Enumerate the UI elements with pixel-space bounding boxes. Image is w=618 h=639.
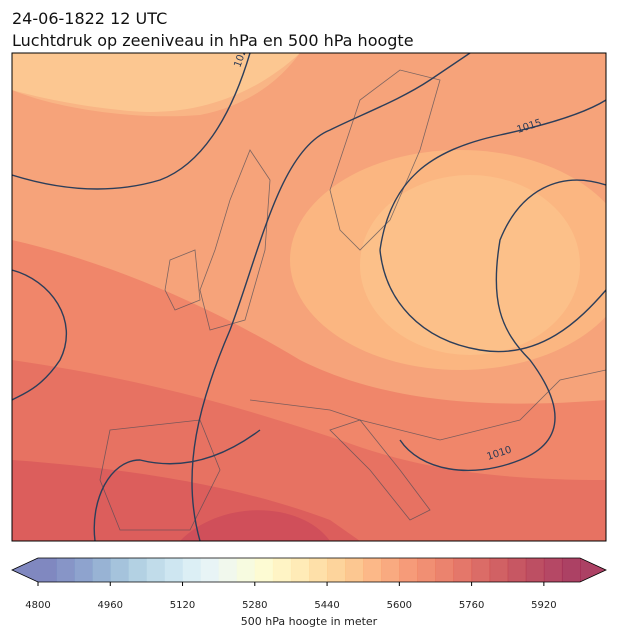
colorbar-tick-label: 5600 <box>387 600 412 611</box>
colorbar-band <box>146 558 165 582</box>
colorbar-tick-label: 4800 <box>25 600 50 611</box>
colorbar-extend-high <box>580 558 606 582</box>
colorbar-band <box>38 558 57 582</box>
colorbar-band <box>525 558 545 582</box>
colorbar-tick-label: 4960 <box>98 600 123 611</box>
colorbar-label: 500 hPa hoogte in meter <box>241 615 378 628</box>
colorbar-band <box>471 558 491 582</box>
colorbar-band <box>74 558 93 582</box>
colorbar-band <box>399 558 418 582</box>
colorbar-band <box>453 558 473 582</box>
colorbar-band <box>381 558 400 582</box>
colorbar-outline <box>11 557 607 583</box>
colorbar-band <box>417 558 436 582</box>
colorbar-band <box>327 558 346 582</box>
colorbar-band <box>164 558 184 582</box>
colorbar-band <box>254 558 274 582</box>
colorbar-band <box>236 558 256 582</box>
colorbar-band <box>218 558 238 582</box>
colorbar-band <box>290 558 310 582</box>
colorbar-band <box>110 558 129 582</box>
colorbar-band <box>363 558 382 582</box>
colorbar-band <box>345 558 364 582</box>
colorbar: 4800 4960 5120 5280 5440 5600 5760 5920 <box>11 557 607 611</box>
map: 1020 1015 1010 <box>12 53 606 541</box>
colorbar-band <box>309 558 328 582</box>
colorbar-band <box>435 558 455 582</box>
colorbar-band <box>272 558 292 582</box>
colorbar-band <box>507 558 527 582</box>
title: 24-06-1822 12 UTC <box>12 9 167 28</box>
colorbar-tick-label: 5440 <box>314 600 339 611</box>
colorbar-band <box>543 558 563 582</box>
colorbar-tick-label: 5120 <box>170 600 195 611</box>
colorbar-band <box>182 558 202 582</box>
colorbar-band <box>92 558 111 582</box>
map-frame <box>11 52 607 542</box>
colorbar-band <box>128 558 147 582</box>
colorbar-tick-label: 5280 <box>242 600 267 611</box>
colorbar-band <box>561 558 581 582</box>
colorbar-extend-low <box>12 558 38 582</box>
subtitle: Luchtdruk op zeeniveau in hPa en 500 hPa… <box>12 31 414 50</box>
colorbar-band <box>489 558 509 582</box>
colorbar-tick-label: 5920 <box>531 600 556 611</box>
colorbar-tick-label: 5760 <box>459 600 484 611</box>
colorbar-band <box>56 558 75 582</box>
colorbar-band <box>200 558 220 582</box>
